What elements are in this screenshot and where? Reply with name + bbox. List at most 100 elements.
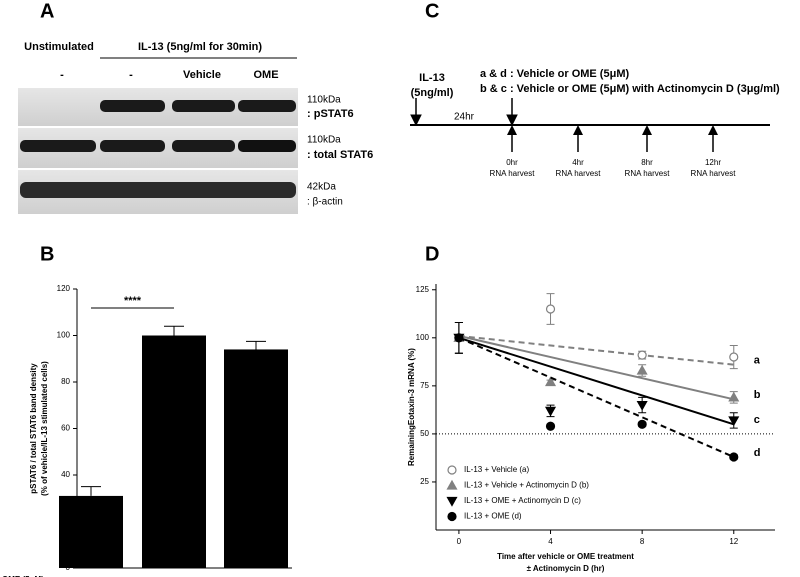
- band: [20, 140, 96, 152]
- y-tick-label: 75: [420, 381, 429, 390]
- row-name: : total STAT6: [307, 149, 373, 161]
- series-letter: b: [754, 389, 761, 401]
- lane-label: OME: [253, 69, 278, 81]
- y-tick-label: 100: [416, 333, 430, 342]
- series-letter: d: [754, 447, 761, 459]
- y-tick-label: 100: [57, 331, 71, 340]
- harvest-label: RNA harvest: [691, 169, 737, 178]
- treatment-label: a & d : Vehicle or OME (5μM): [480, 68, 629, 80]
- y-tick-label: 120: [57, 284, 71, 293]
- lane-label: -: [129, 69, 133, 81]
- row-size: 42kDa: [307, 182, 336, 193]
- fit-line: [458, 336, 735, 458]
- band: [20, 182, 296, 198]
- band: [100, 100, 165, 112]
- y-axis-label: pSTAT6 / total STAT6 band density: [29, 363, 38, 494]
- group-label: IL-13 (5ng/ml for 30min): [138, 41, 262, 53]
- panel-label: A: [40, 0, 54, 22]
- bar: [142, 335, 206, 568]
- legend-marker: [446, 496, 458, 507]
- arrowhead: [506, 114, 518, 127]
- y-tick-label: 25: [420, 477, 429, 486]
- timeline-panel: [410, 98, 770, 127]
- point: [637, 350, 647, 360]
- point: [545, 304, 556, 314]
- point: [729, 452, 739, 462]
- blot-panel: Unstimulated IL-13 (5ng/ml for 30min) - …: [18, 41, 373, 214]
- arrowhead: [410, 114, 422, 127]
- fit-line: [458, 334, 734, 366]
- panel-label: C: [425, 0, 439, 22]
- harvest-label: RNA harvest: [490, 169, 536, 178]
- error-bar: [81, 486, 101, 496]
- legend-marker: [447, 511, 457, 522]
- x-tick-label: 8: [640, 537, 645, 546]
- fit-line: [458, 334, 734, 401]
- bar: [224, 349, 288, 568]
- y-tick-label: 50: [420, 429, 429, 438]
- x-tick-label: 0: [457, 537, 462, 546]
- y-tick-label: 125: [416, 285, 430, 294]
- row-size: 110kDa: [307, 95, 341, 106]
- y-axis-label: (% of vehicle/IL-13 stimulated cells): [40, 361, 49, 496]
- y-axis-label: RemainingEotaxin-3 mRNA (%): [407, 348, 416, 466]
- panel-label: D: [425, 243, 439, 265]
- harvest-time: 0hr: [506, 158, 518, 167]
- bar: [59, 495, 123, 568]
- x-axis-label: Time after vehicle or OME treatment: [497, 552, 634, 561]
- lane-label: Vehicle: [183, 69, 221, 81]
- harvest-time: 12hr: [705, 158, 721, 167]
- point: [637, 419, 647, 429]
- band: [238, 140, 296, 152]
- legend-label: IL-13 + OME + Actinomycin D (c): [464, 496, 581, 505]
- start-label: (5ng/ml): [411, 87, 454, 99]
- error-bar: [246, 340, 266, 350]
- harvest-time: 4hr: [572, 158, 584, 167]
- harvest-label: RNA harvest: [556, 169, 602, 178]
- row-name: : pSTAT6: [307, 108, 354, 120]
- group-label: Unstimulated: [24, 41, 94, 53]
- significance: ****: [124, 295, 142, 307]
- legend-label: IL-13 + Vehicle (a): [464, 465, 529, 474]
- condition-name: OME (5μM): [2, 575, 44, 577]
- point: [636, 364, 648, 375]
- point: [454, 333, 464, 343]
- arrowhead: [642, 125, 652, 135]
- point: [545, 406, 557, 417]
- y-tick-label: 60: [61, 424, 70, 433]
- point: [728, 391, 740, 402]
- point: [636, 400, 648, 411]
- arrowhead: [708, 125, 718, 135]
- row-size: 110kDa: [307, 135, 341, 146]
- x-tick-label: 12: [729, 537, 738, 546]
- series-letter: a: [754, 355, 761, 367]
- arrowhead: [573, 125, 583, 135]
- treatment-label: b & c : Vehicle or OME (5μM) with Actino…: [480, 83, 780, 95]
- interval-label: 24hr: [454, 112, 475, 123]
- arrowhead: [507, 125, 517, 135]
- legend-marker: [446, 479, 458, 490]
- point: [545, 376, 557, 387]
- series-letter: c: [754, 414, 760, 426]
- band: [172, 100, 235, 112]
- condition-value: +: [254, 575, 259, 577]
- band: [100, 140, 165, 152]
- point: [729, 352, 739, 362]
- lane-label: -: [60, 69, 64, 81]
- error-bar: [164, 325, 184, 336]
- condition-value: -: [173, 575, 176, 577]
- point: [728, 416, 740, 427]
- fit-line: [458, 336, 735, 426]
- start-label: IL-13: [419, 72, 445, 84]
- x-axis-label: ± Actinomycin D (hr): [527, 564, 605, 573]
- point: [545, 421, 556, 431]
- band: [238, 100, 296, 112]
- condition-value: -: [90, 575, 93, 577]
- harvest-label: RNA harvest: [625, 169, 671, 178]
- legend-marker: [447, 465, 457, 475]
- band: [172, 140, 235, 152]
- panel-label: B: [40, 243, 54, 265]
- y-tick-label: 80: [61, 377, 70, 386]
- legend-label: IL-13 + OME (d): [464, 512, 522, 521]
